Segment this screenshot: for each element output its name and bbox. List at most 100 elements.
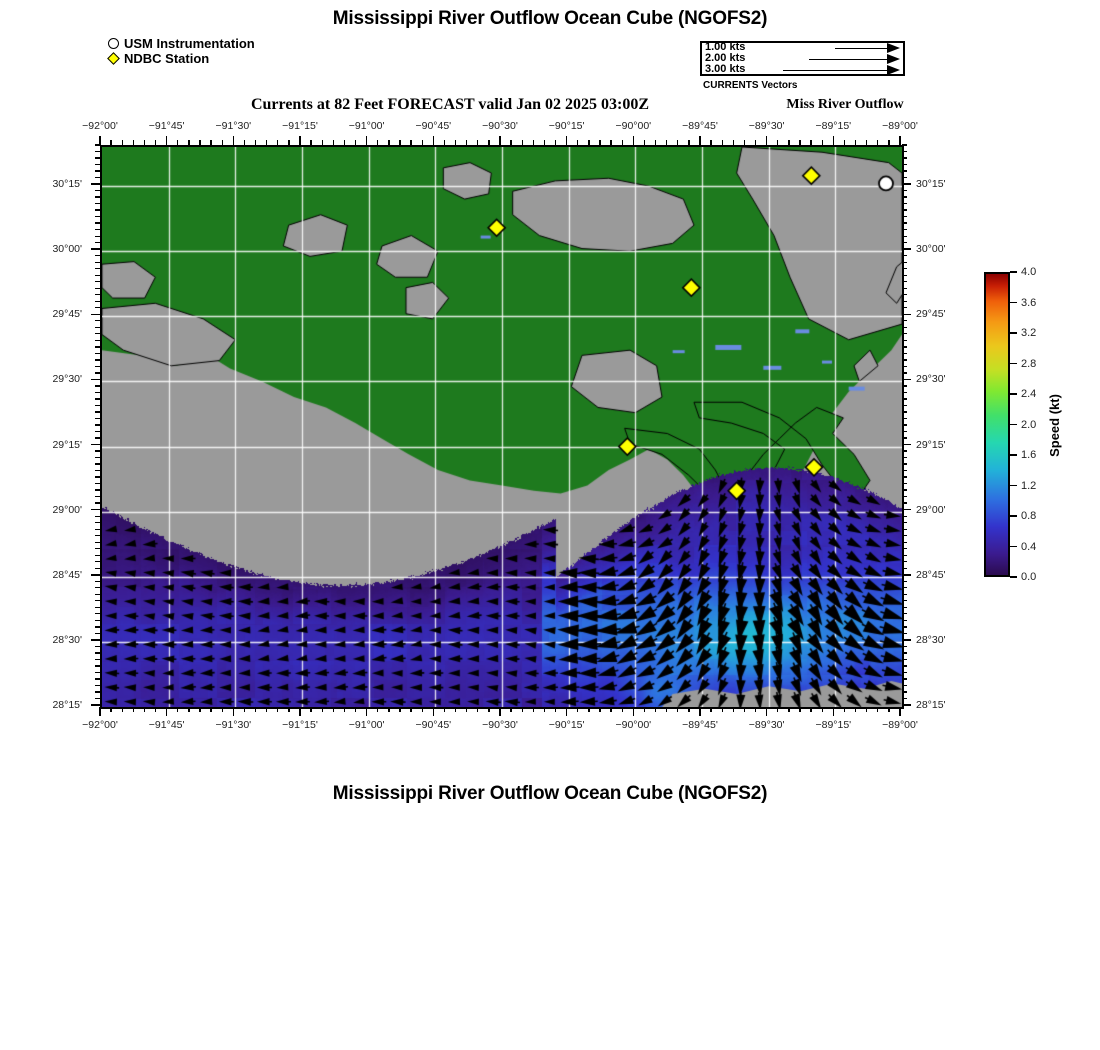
axis-tick <box>95 274 100 276</box>
axis-tick <box>902 704 911 706</box>
colorbar-tick-label: 3.6 <box>1021 296 1037 309</box>
axis-tick <box>510 707 512 712</box>
axis-tick <box>521 707 523 712</box>
vector-scale-label: 2.00 kts <box>705 52 746 64</box>
axis-tick <box>165 136 168 145</box>
axis-tick <box>388 707 390 712</box>
y-axis-label: 29°30' <box>916 373 946 386</box>
axis-tick <box>95 215 100 218</box>
vector-scale-label: 1.00 kts <box>705 41 746 53</box>
axis-tick <box>277 707 279 712</box>
map-plot-area[interactable] <box>100 145 904 709</box>
axis-tick <box>95 372 100 374</box>
y-axis-label: 30°00' <box>916 243 946 256</box>
axis-tick <box>95 391 100 394</box>
x-axis-label: −90°15' <box>548 719 585 731</box>
axis-tick <box>902 437 907 439</box>
axis-tick <box>243 707 246 712</box>
axis-tick <box>666 707 668 712</box>
axis-tick <box>95 157 100 159</box>
axis-tick <box>399 707 401 712</box>
axis-tick <box>95 359 100 361</box>
marker-legend: USM Instrumentation NDBC Station <box>107 36 348 66</box>
colorbar-tick <box>1010 332 1017 334</box>
axis-tick <box>902 587 907 589</box>
axis-tick <box>121 140 123 145</box>
axis-tick <box>266 707 268 712</box>
axis-tick <box>95 196 100 198</box>
axis-tick <box>95 385 100 387</box>
axis-tick <box>902 372 907 374</box>
axis-tick <box>95 535 100 537</box>
axis-tick <box>91 573 100 576</box>
x-axis-label: −90°00' <box>615 120 652 132</box>
vector-legend-caption-bold: CURRENTS <box>703 80 759 91</box>
axis-tick <box>902 189 907 192</box>
axis-tick <box>95 652 100 654</box>
axis-tick <box>421 707 423 712</box>
vector-scale-legend: 1.00 kts 2.00 kts 3.00 kts <box>700 41 905 76</box>
axis-tick <box>95 255 100 257</box>
axis-tick <box>788 707 790 712</box>
axis-tick <box>299 707 301 716</box>
axis-tick <box>95 678 100 680</box>
x-axis-label: −89°15' <box>815 120 852 132</box>
x-axis-label: −89°00' <box>882 120 918 132</box>
y-axis-label: 29°45' <box>916 308 946 321</box>
axis-tick <box>488 707 490 712</box>
axis-tick <box>99 136 101 145</box>
y-axis-label: 28°15' <box>916 699 946 711</box>
axis-tick <box>765 707 768 716</box>
axis-tick <box>902 281 907 283</box>
axis-tick <box>95 235 100 237</box>
axis-tick <box>902 476 907 478</box>
colorbar[interactable]: 0.0 0.4 0.8 1.2 1.6 2.0 2.4 2.8 3.2 3.6 4.0 <box>984 266 1036 583</box>
axis-tick <box>902 183 911 185</box>
colorbar-tick <box>1010 515 1017 517</box>
axis-tick <box>221 140 223 145</box>
axis-tick <box>902 443 911 446</box>
axis-tick <box>321 140 323 145</box>
axis-tick <box>95 189 100 192</box>
axis-tick <box>554 140 557 145</box>
axis-tick <box>95 469 100 472</box>
vector-scale-row: 1.00 kts <box>702 41 903 54</box>
axis-tick <box>466 707 468 712</box>
y-axis-label: 29°00' <box>916 503 946 516</box>
axis-tick <box>95 593 100 595</box>
y-axis-label: 29°00' <box>52 503 82 516</box>
axis-tick <box>95 268 100 270</box>
axis-tick <box>95 489 100 491</box>
axis-tick <box>902 561 907 563</box>
x-axis-top-ticks <box>99 136 901 145</box>
axis-tick <box>902 671 907 674</box>
y-axis-label: 28°15' <box>52 699 82 711</box>
axis-tick <box>343 140 346 145</box>
axis-tick <box>821 140 823 145</box>
axis-tick <box>902 626 907 628</box>
axis-tick <box>410 707 412 712</box>
axis-tick <box>902 469 907 472</box>
axis-tick <box>91 313 100 316</box>
axis-tick <box>843 707 846 712</box>
axis-tick <box>902 567 907 569</box>
map-canvas[interactable] <box>102 147 902 707</box>
axis-tick <box>902 157 907 159</box>
arrow-head-icon <box>887 65 900 75</box>
axis-tick <box>902 691 907 693</box>
x-axis-label: −91°00' <box>348 120 385 132</box>
axis-tick <box>902 391 907 394</box>
axis-tick <box>902 528 907 530</box>
y-axis-right-ticks <box>902 144 911 706</box>
y-axis-label: 29°30' <box>52 373 82 386</box>
vector-scale-label: 3.00 kts <box>705 63 746 75</box>
legend-label-ndbc: NDBC Station <box>124 51 210 66</box>
axis-tick <box>95 502 100 504</box>
colorbar-tick <box>1010 301 1017 304</box>
x-axis-label: −89°00' <box>882 719 918 731</box>
axis-tick <box>902 411 907 413</box>
axis-tick <box>677 140 679 145</box>
axis-tick <box>902 365 907 368</box>
x-axis-label: −89°15' <box>815 719 852 731</box>
x-axis-label: −89°45' <box>682 120 718 132</box>
